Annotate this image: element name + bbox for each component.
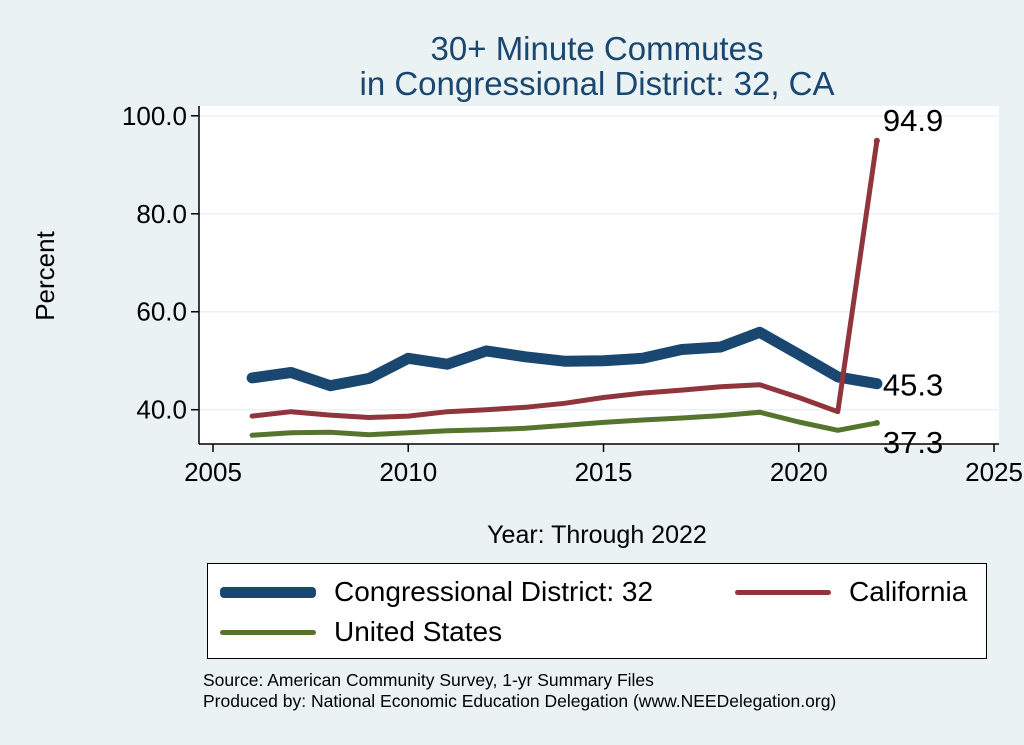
- end-labels: 45.3 94.9 37.3: [883, 103, 943, 460]
- chart-title-line-2: in Congressional District: 32, CA: [359, 65, 834, 102]
- y-axis-label: Percent: [30, 230, 60, 320]
- legend-item-california: California: [735, 576, 967, 608]
- x-tick-label: 2025: [965, 457, 1023, 487]
- y-tick-label: 80.0: [136, 199, 187, 229]
- series-line-0: [246, 326, 883, 392]
- x-axis-label: Year: Through 2022: [487, 521, 707, 549]
- x-tick-label: 2020: [770, 457, 828, 487]
- series-end-point: [873, 419, 880, 426]
- x-tick-label: 2015: [575, 457, 633, 487]
- legend-swatch-district: [220, 586, 316, 598]
- line-chart: 30+ Minute Commutes in Congressional Dis…: [30, 30, 1023, 549]
- series-end-label: 45.3: [883, 368, 943, 403]
- legend-swatch-united-states: [220, 629, 316, 635]
- legend-swatch-california: [735, 589, 831, 595]
- legend-label-united-states: United States: [334, 616, 503, 647]
- legend: Congressional District: 32 California Un…: [207, 563, 987, 659]
- chart-title-line-1: 30+ Minute Commutes: [431, 30, 764, 67]
- x-tick-label: 2005: [184, 457, 242, 487]
- source-note: Source: American Community Survey, 1-yr …: [203, 670, 836, 712]
- series-end-label: 37.3: [883, 425, 943, 460]
- legend-label-california: California: [849, 576, 968, 607]
- series-end-label: 94.9: [883, 103, 943, 138]
- axes: 40.0 60.0 80.0 100.0 2005 2010 2015 2020 2025: [122, 101, 1023, 487]
- plot-area: [199, 106, 999, 444]
- series-line-2: [249, 409, 880, 438]
- gridlines: [199, 115, 999, 411]
- producer-line: Produced by: National Economic Education…: [203, 691, 837, 711]
- legend-label-district: Congressional District: 32: [334, 576, 654, 607]
- series-end-point: [873, 380, 880, 387]
- source-line: Source: American Community Survey, 1-yr …: [203, 670, 654, 690]
- series-line-1: [249, 138, 880, 420]
- x-tick-label: 2010: [379, 457, 437, 487]
- series-lines: [246, 137, 883, 438]
- y-tick-label: 60.0: [136, 297, 187, 327]
- legend-item-united-states: United States: [220, 616, 502, 648]
- legend-item-district: Congressional District: 32: [220, 576, 653, 608]
- y-tick-label: 100.0: [122, 101, 187, 131]
- y-tick-label: 40.0: [136, 395, 187, 425]
- series-end-point: [873, 137, 880, 144]
